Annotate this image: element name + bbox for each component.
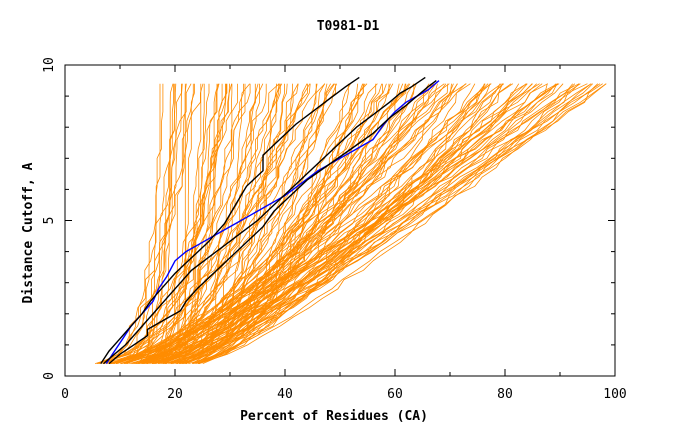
background-model-curve xyxy=(127,83,182,364)
background-model-curve xyxy=(96,83,267,364)
background-model-curve xyxy=(121,83,564,364)
y-tick-label: 10 xyxy=(42,57,57,73)
background-model-curve xyxy=(165,83,607,364)
background-model-curve xyxy=(97,83,204,364)
black-model-curve xyxy=(103,76,426,365)
background-model-curve xyxy=(198,83,581,364)
background-model-curves xyxy=(94,83,607,364)
background-model-curve xyxy=(141,83,580,364)
background-model-curve xyxy=(146,83,486,364)
background-model-curve xyxy=(164,83,195,364)
highlighted-model-curves xyxy=(100,76,440,365)
y-tick-label: 0 xyxy=(42,372,57,380)
background-model-curve xyxy=(110,83,576,364)
background-model-curve xyxy=(202,83,599,364)
background-model-curve xyxy=(133,83,452,364)
background-model-curve xyxy=(195,83,528,364)
x-axis-ticks: 0 20 40 60 80 100 xyxy=(61,65,627,402)
x-tick-label: 0 xyxy=(61,387,69,402)
background-model-curve xyxy=(157,83,218,364)
background-model-curve xyxy=(162,83,592,364)
background-model-curve xyxy=(103,83,228,364)
background-model-curve xyxy=(102,83,232,364)
background-model-curve xyxy=(110,83,504,364)
background-model-curve xyxy=(113,83,244,364)
background-model-curve xyxy=(103,83,430,364)
background-model-curve xyxy=(126,83,164,364)
background-model-curve xyxy=(151,83,540,364)
background-model-curve xyxy=(115,83,543,364)
background-model-curve xyxy=(142,83,607,364)
background-model-curve xyxy=(108,83,467,364)
background-model-curve xyxy=(126,83,559,364)
background-model-curve xyxy=(162,83,230,364)
background-model-curve xyxy=(109,83,251,364)
background-model-curve xyxy=(115,83,502,364)
background-model-curve xyxy=(168,83,603,364)
x-axis-label: Percent of Residues (CA) xyxy=(240,409,428,424)
x-tick-label: 40 xyxy=(277,387,293,402)
y-axis-label: Distance Cutoff, A xyxy=(21,162,36,303)
x-tick-label: 20 xyxy=(167,387,183,402)
background-model-curve xyxy=(98,83,311,364)
background-model-curve xyxy=(135,83,558,364)
background-model-curve xyxy=(120,83,471,364)
black-model-curve xyxy=(108,80,437,365)
y-axis-ticks: 0 5 10 xyxy=(42,57,615,380)
background-model-curve xyxy=(98,83,192,364)
background-model-curve xyxy=(110,83,308,364)
background-model-curve xyxy=(139,83,533,364)
x-tick-label: 100 xyxy=(603,387,626,402)
chart-title: T0981-D1 xyxy=(317,19,380,34)
background-model-curve xyxy=(102,83,311,364)
background-model-curve xyxy=(104,83,194,364)
background-model-curve xyxy=(117,83,410,364)
background-model-curve xyxy=(176,83,557,364)
y-tick-label: 5 xyxy=(42,217,57,225)
background-model-curve xyxy=(108,83,527,364)
x-tick-label: 80 xyxy=(497,387,513,402)
background-model-curve xyxy=(178,83,326,364)
background-model-curve xyxy=(163,83,256,364)
background-model-curve xyxy=(195,83,368,364)
background-model-curve xyxy=(111,83,335,364)
background-model-curve xyxy=(132,83,318,364)
black-model-curve xyxy=(100,76,360,364)
x-tick-label: 60 xyxy=(387,387,403,402)
background-model-curve xyxy=(152,83,574,364)
background-model-curve xyxy=(135,83,299,364)
